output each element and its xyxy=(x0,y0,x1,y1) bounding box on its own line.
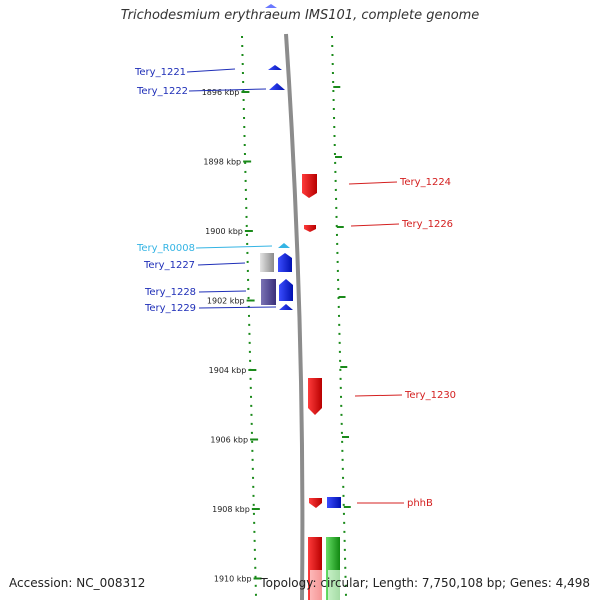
gene-shape-tery-1222[interactable] xyxy=(269,83,285,90)
gene-leader-line-tery-1222 xyxy=(188,88,267,92)
gene-shape-tery-1221[interactable] xyxy=(268,65,282,70)
label-layer: Tery_1221 Tery_1222 Tery_R0008 Tery_1227 Ter… xyxy=(134,67,456,509)
tick-layer: 1896 kbp 1898 kbp 1900 kbp 1902 kbp 1904 kbp… xyxy=(202,86,351,584)
gene-label-tery-1224[interactable]: Tery_1224 xyxy=(399,177,451,188)
gene-label-tery-r0008[interactable]: Tery_R0008 xyxy=(136,243,195,254)
gene-leader-line-tery-1221 xyxy=(186,68,236,73)
gene-shape-tery-1230[interactable] xyxy=(308,378,322,415)
gene-shape-tery-1228[interactable] xyxy=(261,279,276,305)
gene-shape-tery-1227-partner[interactable] xyxy=(278,253,292,272)
gene-leader-line-tery-1227 xyxy=(197,262,246,266)
genome-details-text: Topology: circular; Length: 7,750,108 bp… xyxy=(260,576,590,590)
genome-backbone-arc xyxy=(284,33,305,601)
feature-layer xyxy=(260,4,341,600)
gene-label-tery-1230[interactable]: Tery_1230 xyxy=(404,390,456,401)
gene-label-tery-1229[interactable]: Tery_1229 xyxy=(144,303,196,314)
gene-shape-tery-1228-partner[interactable] xyxy=(279,279,293,301)
feature-bottom-light-green[interactable] xyxy=(328,570,340,600)
feature-bottom-pink[interactable] xyxy=(310,570,322,600)
map-title: Trichodesmium erythraeum IMS101, complet… xyxy=(120,8,480,23)
gene-leader-line-tery-1230 xyxy=(354,394,403,397)
tick-label: 1906 kbp xyxy=(210,436,248,445)
gene-shape-tery-1224[interactable] xyxy=(302,174,317,198)
gene-shape-tery-1226[interactable] xyxy=(304,225,316,232)
gene-label-phhb[interactable]: phhB xyxy=(407,498,433,509)
gene-leader-line-tery-1229 xyxy=(198,306,277,309)
gene-shape-tery-1227[interactable] xyxy=(260,253,274,272)
gene-leader-line-tery-1228 xyxy=(198,290,247,293)
gene-leader-line-tery-1226 xyxy=(350,223,400,227)
right-track-dotted xyxy=(331,35,347,597)
gene-label-tery-1222[interactable]: Tery_1222 xyxy=(136,86,188,97)
gene-shape-tery-1229[interactable] xyxy=(279,304,293,310)
gene-leader-line-tery-r0008 xyxy=(195,245,273,249)
accession-text: Accession: NC_008312 xyxy=(9,576,146,590)
tick-label: 1910 kbp xyxy=(214,575,252,584)
gene-shape-tery-r0008[interactable] xyxy=(278,243,290,248)
gene-label-tery-1228[interactable]: Tery_1228 xyxy=(144,287,196,298)
tick-label: 1900 kbp xyxy=(205,227,243,236)
tick-label: 1904 kbp xyxy=(209,366,247,375)
gene-shape-phhb[interactable] xyxy=(309,498,322,508)
tick-label: 1908 kbp xyxy=(212,505,250,514)
gene-label-tery-1227[interactable]: Tery_1227 xyxy=(143,260,195,271)
gene-shape-phhb-partner[interactable] xyxy=(327,497,341,508)
left-track-dotted xyxy=(241,35,257,597)
tick-label: 1898 kbp xyxy=(203,158,241,167)
gene-label-tery-1221[interactable]: Tery_1221 xyxy=(134,67,186,78)
tick-label: 1896 kbp xyxy=(202,88,240,97)
gene-leader-line-tery-1224 xyxy=(348,181,398,185)
tick-label: 1902 kbp xyxy=(207,297,245,306)
feature-top-partial[interactable] xyxy=(265,4,277,8)
gene-label-tery-1226[interactable]: Tery_1226 xyxy=(401,219,453,230)
